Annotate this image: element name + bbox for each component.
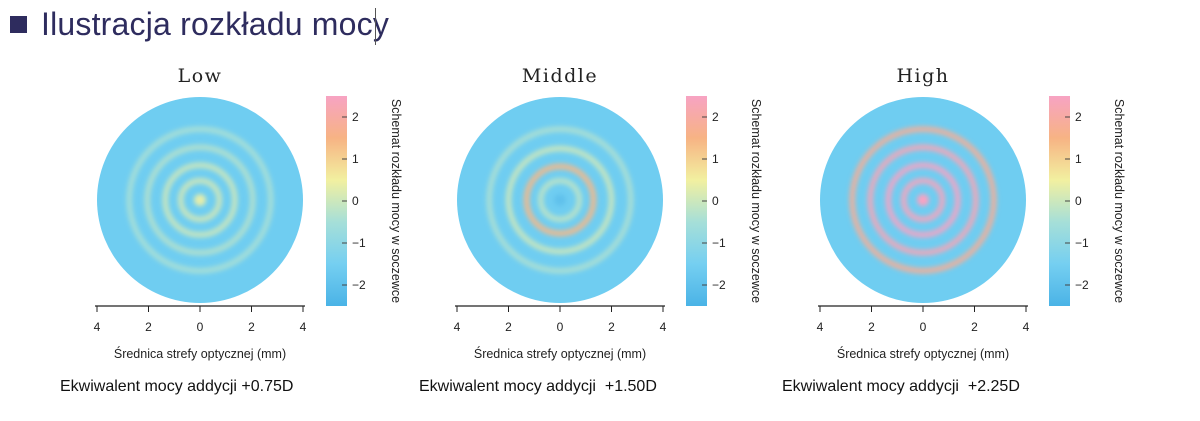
colorbar-tick-label: 0	[712, 194, 719, 208]
x-tick-label: 0	[197, 320, 204, 334]
caption-low: Ekwiwalent mocy addycji +0.75D	[60, 378, 294, 395]
x-tick-label: 4	[94, 320, 101, 334]
power-map-low: Low 4 2 0 2 4 Średnica strefy optycznej (mm) 2 1…	[94, 65, 403, 361]
colorbar-tick-label: 1	[712, 152, 719, 166]
x-tick-label: 4	[1023, 320, 1030, 334]
colorbar	[1049, 96, 1070, 306]
page-title: Ilustracja rozkładu mocy	[41, 5, 390, 42]
colorbar-tick-label: 1	[1075, 152, 1082, 166]
power-ring	[177, 177, 223, 223]
power-center-spot	[194, 194, 206, 206]
x-tick-label: 2	[505, 320, 512, 334]
panel-title: Low	[178, 65, 223, 87]
power-ring	[537, 177, 583, 223]
panel-title: Middle	[522, 65, 598, 87]
caption-high: Ekwiwalent mocy addycji +2.25D	[782, 378, 1020, 395]
colorbar	[326, 96, 347, 306]
power-ring	[162, 162, 238, 238]
power-map-high: High 4 2 0 2 4 Średnica strefy optycznej (mm) 2…	[817, 65, 1126, 361]
colorbar-tick-label: 0	[352, 194, 359, 208]
colorbar-tick-label: −1	[1075, 236, 1089, 250]
caption-middle: Ekwiwalent mocy addycji +1.50D	[419, 378, 657, 395]
panel-title: High	[896, 65, 949, 87]
x-axis-label: Średnica strefy optycznej (mm)	[114, 346, 286, 361]
power-map-middle: Middle 4 2 0 2 4 Średnica strefy optycznej (mm…	[454, 65, 763, 361]
colorbar-tick-label: −2	[712, 278, 726, 292]
x-tick-label: 4	[817, 320, 824, 334]
colorbar-tick-label: 1	[352, 152, 359, 166]
power-ring	[126, 126, 274, 274]
power-ring	[505, 145, 615, 255]
power-center-spot	[554, 194, 566, 206]
x-tick-label: 0	[920, 320, 927, 334]
x-tick-label: 4	[660, 320, 667, 334]
x-axis-label: Średnica strefy optycznej (mm)	[837, 346, 1009, 361]
x-tick-label: 4	[454, 320, 461, 334]
colorbar-tick-label: −1	[352, 236, 366, 250]
power-ring	[885, 162, 961, 238]
colorbar-label: Schemat rozkładu mocy w soczewce	[389, 99, 403, 303]
power-ring	[144, 144, 256, 256]
colorbar-tick-label: 2	[352, 110, 359, 124]
colorbar-label: Schemat rozkładu mocy w soczewce	[749, 99, 763, 303]
x-axis-label: Średnica strefy optycznej (mm)	[474, 346, 646, 361]
power-ring	[523, 163, 597, 237]
x-tick-label: 2	[145, 320, 152, 334]
title-bullet-square	[10, 15, 27, 33]
x-tick-label: 2	[971, 320, 978, 334]
x-tick-label: 2	[608, 320, 615, 334]
power-ring	[867, 144, 979, 256]
colorbar-tick-label: −1	[712, 236, 726, 250]
colorbar-tick-label: 2	[712, 110, 719, 124]
text-cursor	[375, 8, 376, 45]
colorbar-tick-label: 2	[1075, 110, 1082, 124]
power-ring	[849, 126, 997, 274]
colorbar	[686, 96, 707, 306]
colorbar-tick-label: −2	[1075, 278, 1089, 292]
colorbar-label: Schemat rozkładu mocy w soczewce	[1112, 99, 1126, 303]
x-tick-label: 4	[300, 320, 307, 334]
x-tick-label: 0	[557, 320, 564, 334]
colorbar-tick-label: 0	[1075, 194, 1082, 208]
power-center-spot	[917, 194, 929, 206]
power-ring	[486, 126, 634, 274]
slide-title: Ilustracja rozkładu mocy	[10, 2, 389, 46]
power-ring	[900, 177, 946, 223]
x-tick-label: 2	[248, 320, 255, 334]
colorbar-tick-label: −2	[352, 278, 366, 292]
x-tick-label: 2	[868, 320, 875, 334]
